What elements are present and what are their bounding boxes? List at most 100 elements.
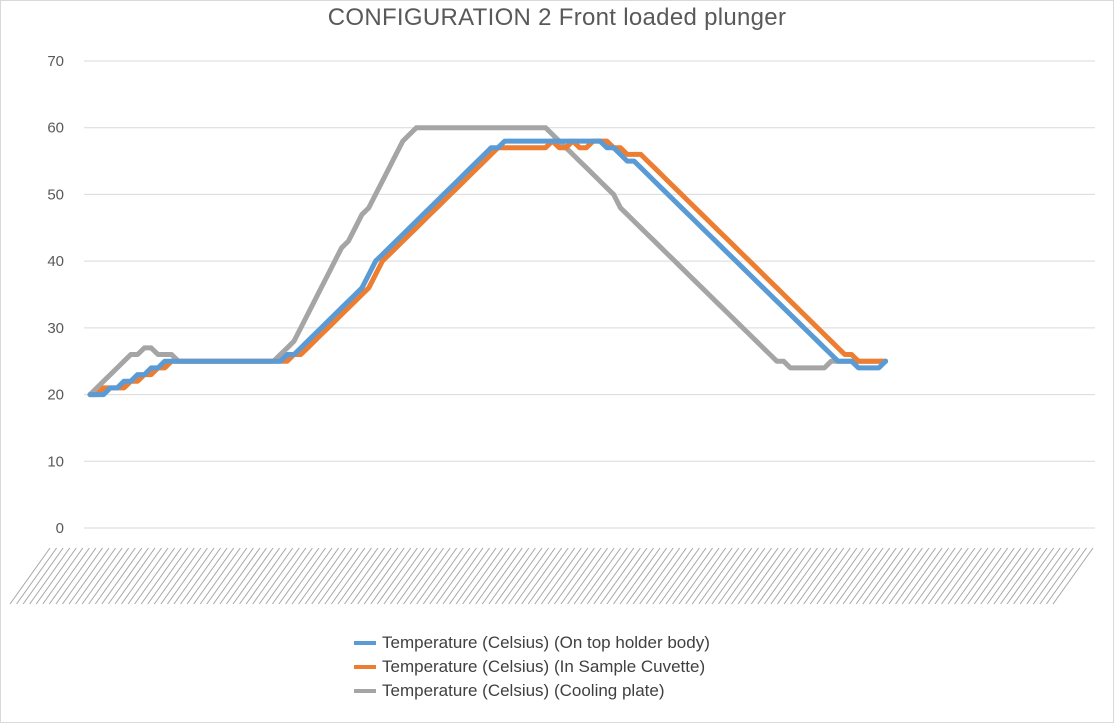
- x-tick-mark: [376, 547, 418, 605]
- x-tick-mark: [468, 547, 510, 605]
- x-tick-mark: [173, 547, 215, 605]
- x-tick-mark: [55, 547, 97, 605]
- gridlines: [84, 60, 1095, 529]
- x-tick-mark: [586, 547, 628, 605]
- x-tick-mark: [954, 547, 996, 605]
- x-tick-mark: [245, 547, 287, 605]
- x-tick-mark: [934, 547, 976, 605]
- x-tick-mark: [317, 547, 359, 605]
- x-tick-mark: [212, 547, 254, 605]
- x-tick-mark: [711, 547, 753, 605]
- x-tick-mark: [993, 547, 1035, 605]
- x-tick-mark: [704, 547, 746, 605]
- x-tick-mark: [101, 547, 143, 605]
- x-tick-mark: [901, 547, 943, 605]
- x-tick-mark: [744, 547, 786, 605]
- x-tick-mark: [639, 547, 681, 605]
- y-tick-label: 0: [56, 520, 64, 537]
- x-tick-mark: [35, 547, 77, 605]
- x-tick-mark: [422, 547, 464, 605]
- x-tick-mark: [199, 547, 241, 605]
- x-tick-mark: [488, 547, 530, 605]
- x-tick-mark: [560, 547, 602, 605]
- legend-swatch-blue: [354, 641, 376, 645]
- x-tick-mark: [960, 547, 1002, 605]
- x-tick-mark: [429, 547, 471, 605]
- x-tick-mark: [42, 547, 84, 605]
- legend-item-cooling-plate: Temperature (Celsius) (Cooling plate): [354, 679, 710, 703]
- x-tick-mark: [239, 547, 280, 605]
- x-tick-mark: [232, 547, 274, 605]
- x-tick-mark: [816, 547, 858, 605]
- x-tick-mark: [186, 547, 228, 605]
- x-tick-mark: [1046, 547, 1087, 605]
- x-tick-mark: [567, 547, 608, 605]
- x-tick-mark: [980, 547, 1022, 605]
- x-tick-mark: [895, 547, 936, 605]
- y-tick-label: 70: [47, 53, 64, 70]
- x-tick-mark: [121, 547, 162, 605]
- x-tick-mark: [475, 547, 517, 605]
- x-tick-mark: [875, 547, 917, 605]
- x-tick-mark: [1026, 547, 1068, 605]
- x-tick-mark: [685, 547, 727, 605]
- x-tick-mark: [823, 547, 864, 605]
- x-tick-mark: [803, 547, 845, 605]
- legend-label: Temperature (Celsius) (Cooling plate): [382, 681, 665, 700]
- x-tick-mark: [324, 547, 366, 605]
- x-tick-mark: [278, 547, 320, 605]
- x-tick-mark: [481, 547, 523, 605]
- legend-item-in-sample-cuvette: Temperature (Celsius) (In Sample Cuvette…: [354, 655, 710, 679]
- x-tick-mark: [252, 547, 294, 605]
- x-tick-mark: [941, 547, 982, 605]
- x-tick-mark: [698, 547, 740, 605]
- x-tick-mark: [947, 547, 989, 605]
- x-tick-mark: [757, 547, 799, 605]
- legend-swatch-gray: [354, 689, 376, 693]
- x-tick-mark: [180, 547, 221, 605]
- x-tick-mark: [285, 547, 326, 605]
- x-tick-mark: [1000, 547, 1041, 605]
- x-tick-mark: [927, 547, 969, 605]
- x-tick-mark: [350, 547, 392, 605]
- x-tick-mark: [888, 547, 930, 605]
- x-tick-mark: [967, 547, 1009, 605]
- x-tick-mark: [1032, 547, 1074, 605]
- x-tick-mark: [127, 547, 169, 605]
- x-tick-mark: [16, 547, 57, 605]
- x-tick-mark: [344, 547, 385, 605]
- y-axis-ticks: 0 10 20 30 40 50 60 70: [47, 53, 64, 537]
- x-tick-mark: [1039, 547, 1081, 605]
- x-tick-mark: [62, 547, 103, 605]
- x-tick-mark: [842, 547, 884, 605]
- x-tick-mark: [331, 547, 372, 605]
- series-lines: [87, 125, 889, 398]
- x-tick-mark: [908, 547, 950, 605]
- y-tick-label: 20: [47, 387, 64, 404]
- x-tick-mark: [75, 547, 117, 605]
- x-tick-mark: [790, 547, 832, 605]
- x-tick-mark: [455, 547, 497, 605]
- x-tick-mark: [514, 547, 556, 605]
- x-axis-ticks: [9, 547, 1094, 605]
- y-tick-label: 60: [47, 120, 64, 137]
- x-tick-mark: [1052, 547, 1094, 605]
- x-tick-mark: [206, 547, 248, 605]
- series-line-0: [87, 138, 889, 398]
- x-tick-mark: [606, 547, 648, 605]
- x-tick-mark: [94, 547, 136, 605]
- x-tick-mark: [134, 547, 176, 605]
- x-tick-mark: [337, 547, 379, 605]
- x-tick-mark: [409, 547, 451, 605]
- x-tick-mark: [986, 547, 1028, 605]
- x-tick-mark: [495, 547, 536, 605]
- x-tick-mark: [462, 547, 504, 605]
- x-tick-mark: [868, 547, 910, 605]
- x-tick-mark: [9, 547, 51, 605]
- x-tick-mark: [29, 547, 71, 605]
- y-tick-label: 50: [47, 186, 64, 203]
- x-tick-mark: [770, 547, 812, 605]
- x-tick-mark: [291, 547, 333, 605]
- x-tick-mark: [731, 547, 772, 605]
